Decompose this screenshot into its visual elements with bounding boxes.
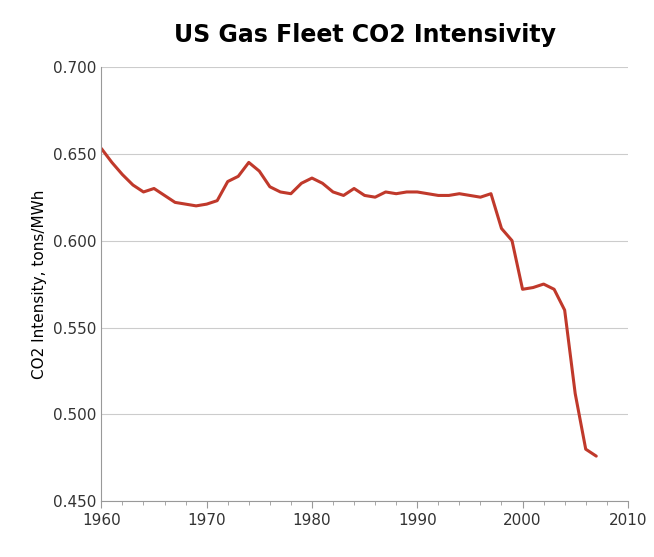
Y-axis label: CO2 Intensity, tons/MWh: CO2 Intensity, tons/MWh [33,189,48,379]
Title: US Gas Fleet CO2 Intensivity: US Gas Fleet CO2 Intensivity [173,23,556,47]
